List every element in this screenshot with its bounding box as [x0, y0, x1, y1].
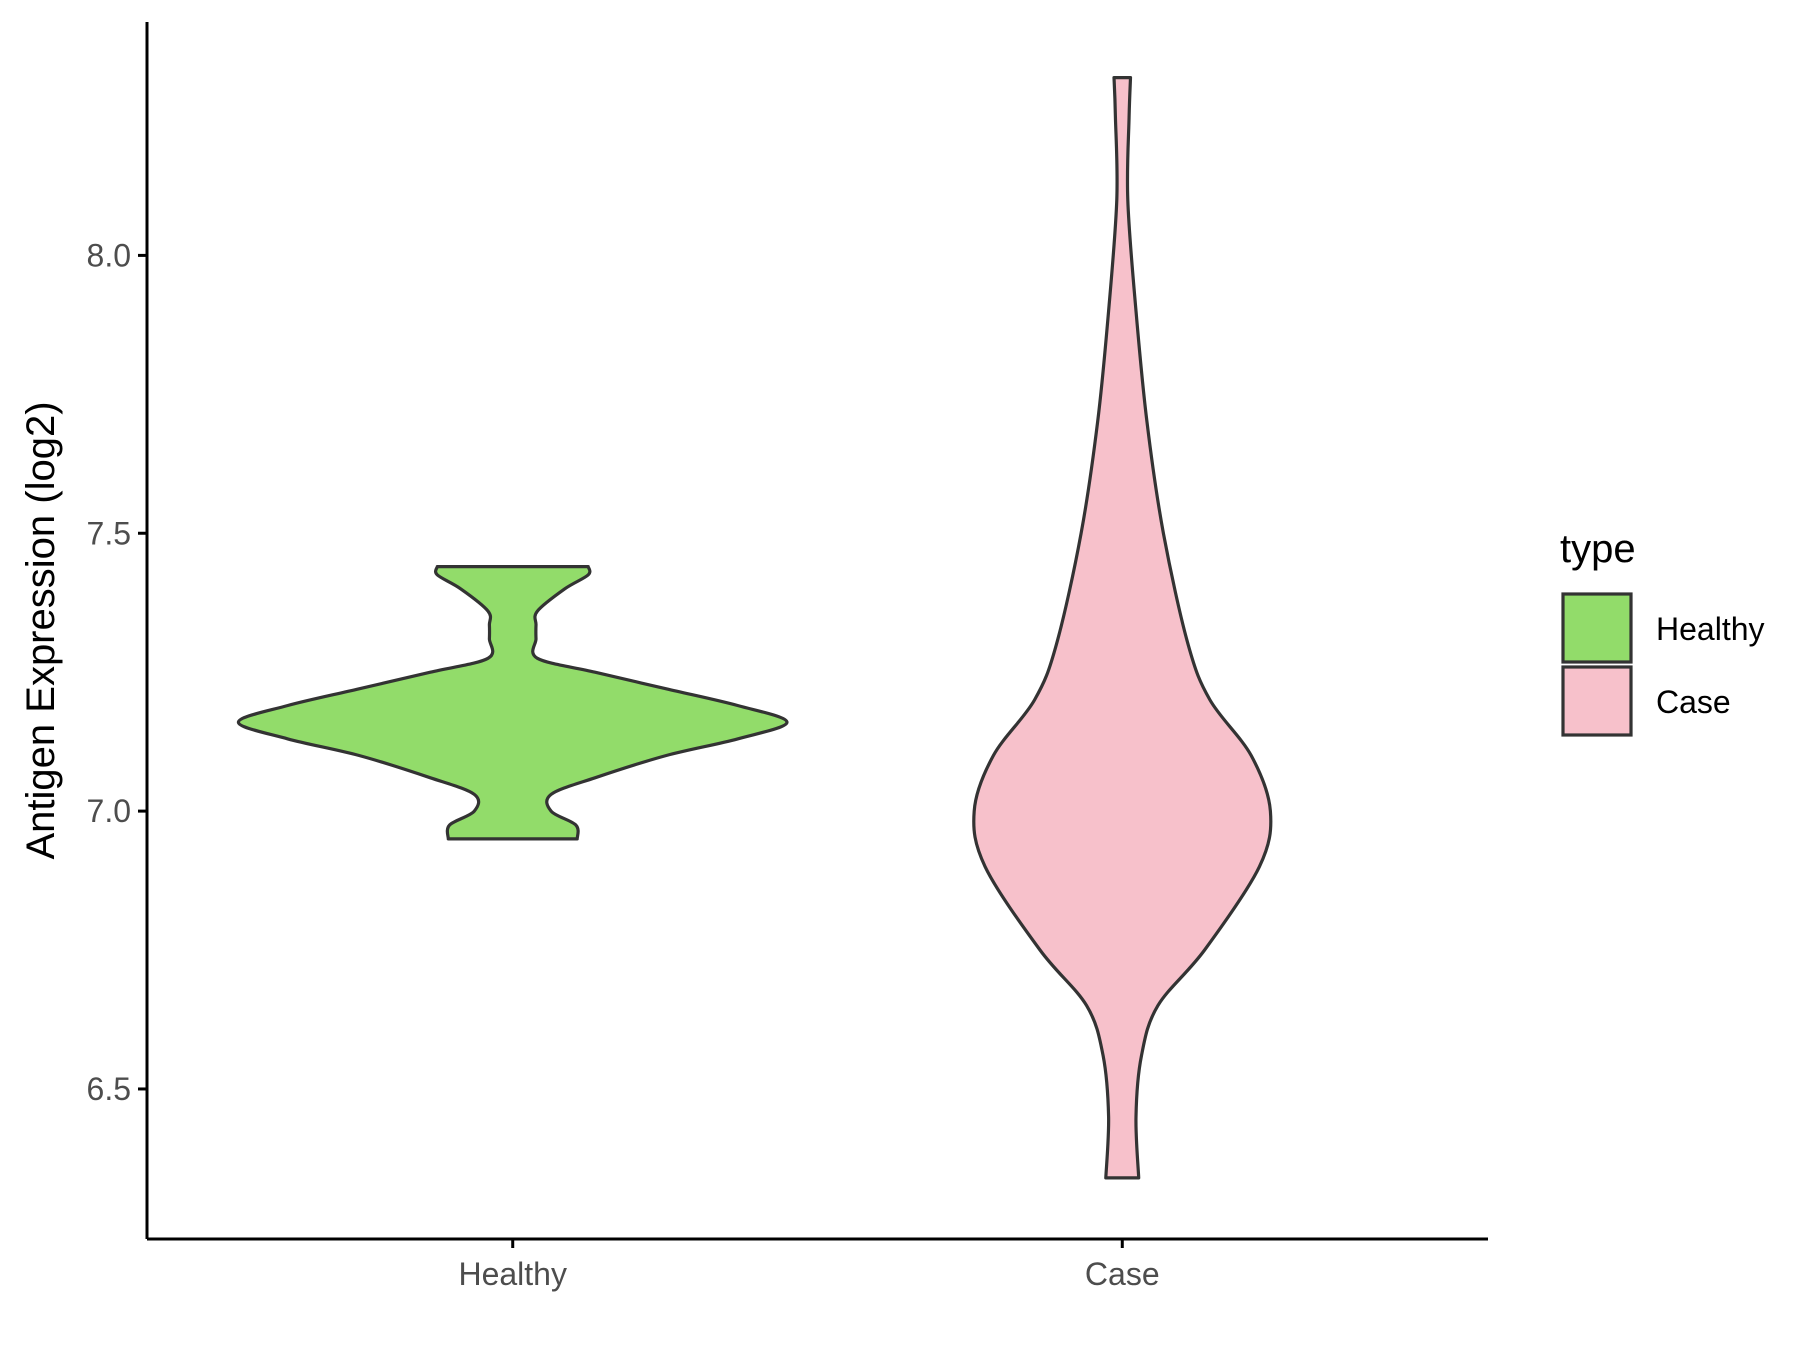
legend-swatch-healthy [1561, 592, 1633, 664]
axes: 6.5 7.0 7.5 8.0 Healthy Case [87, 22, 1488, 1292]
violin-healthy [236, 565, 789, 841]
y-tick-label: 6.5 [87, 1071, 131, 1107]
x-ticks: Healthy Case [458, 1239, 1160, 1292]
violin-case [972, 76, 1273, 1180]
legend-label-case: Case [1656, 684, 1731, 720]
violin-layer [236, 76, 1273, 1180]
x-tick-label: Case [1085, 1256, 1160, 1292]
y-tick-label: 7.0 [87, 793, 131, 829]
legend-swatch-case [1561, 665, 1633, 737]
y-axis-title: Antigen Expression (log2) [19, 401, 63, 859]
y-ticks: 6.5 7.0 7.5 8.0 [87, 237, 147, 1107]
y-tick-label: 8.0 [87, 237, 131, 273]
y-tick-label: 7.5 [87, 515, 131, 551]
legend: type Healthy Case [1560, 527, 1765, 737]
legend-label-healthy: Healthy [1656, 611, 1765, 647]
legend-title: type [1560, 527, 1636, 571]
legend-items: Healthy Case [1561, 592, 1765, 737]
x-tick-label: Healthy [458, 1256, 567, 1292]
